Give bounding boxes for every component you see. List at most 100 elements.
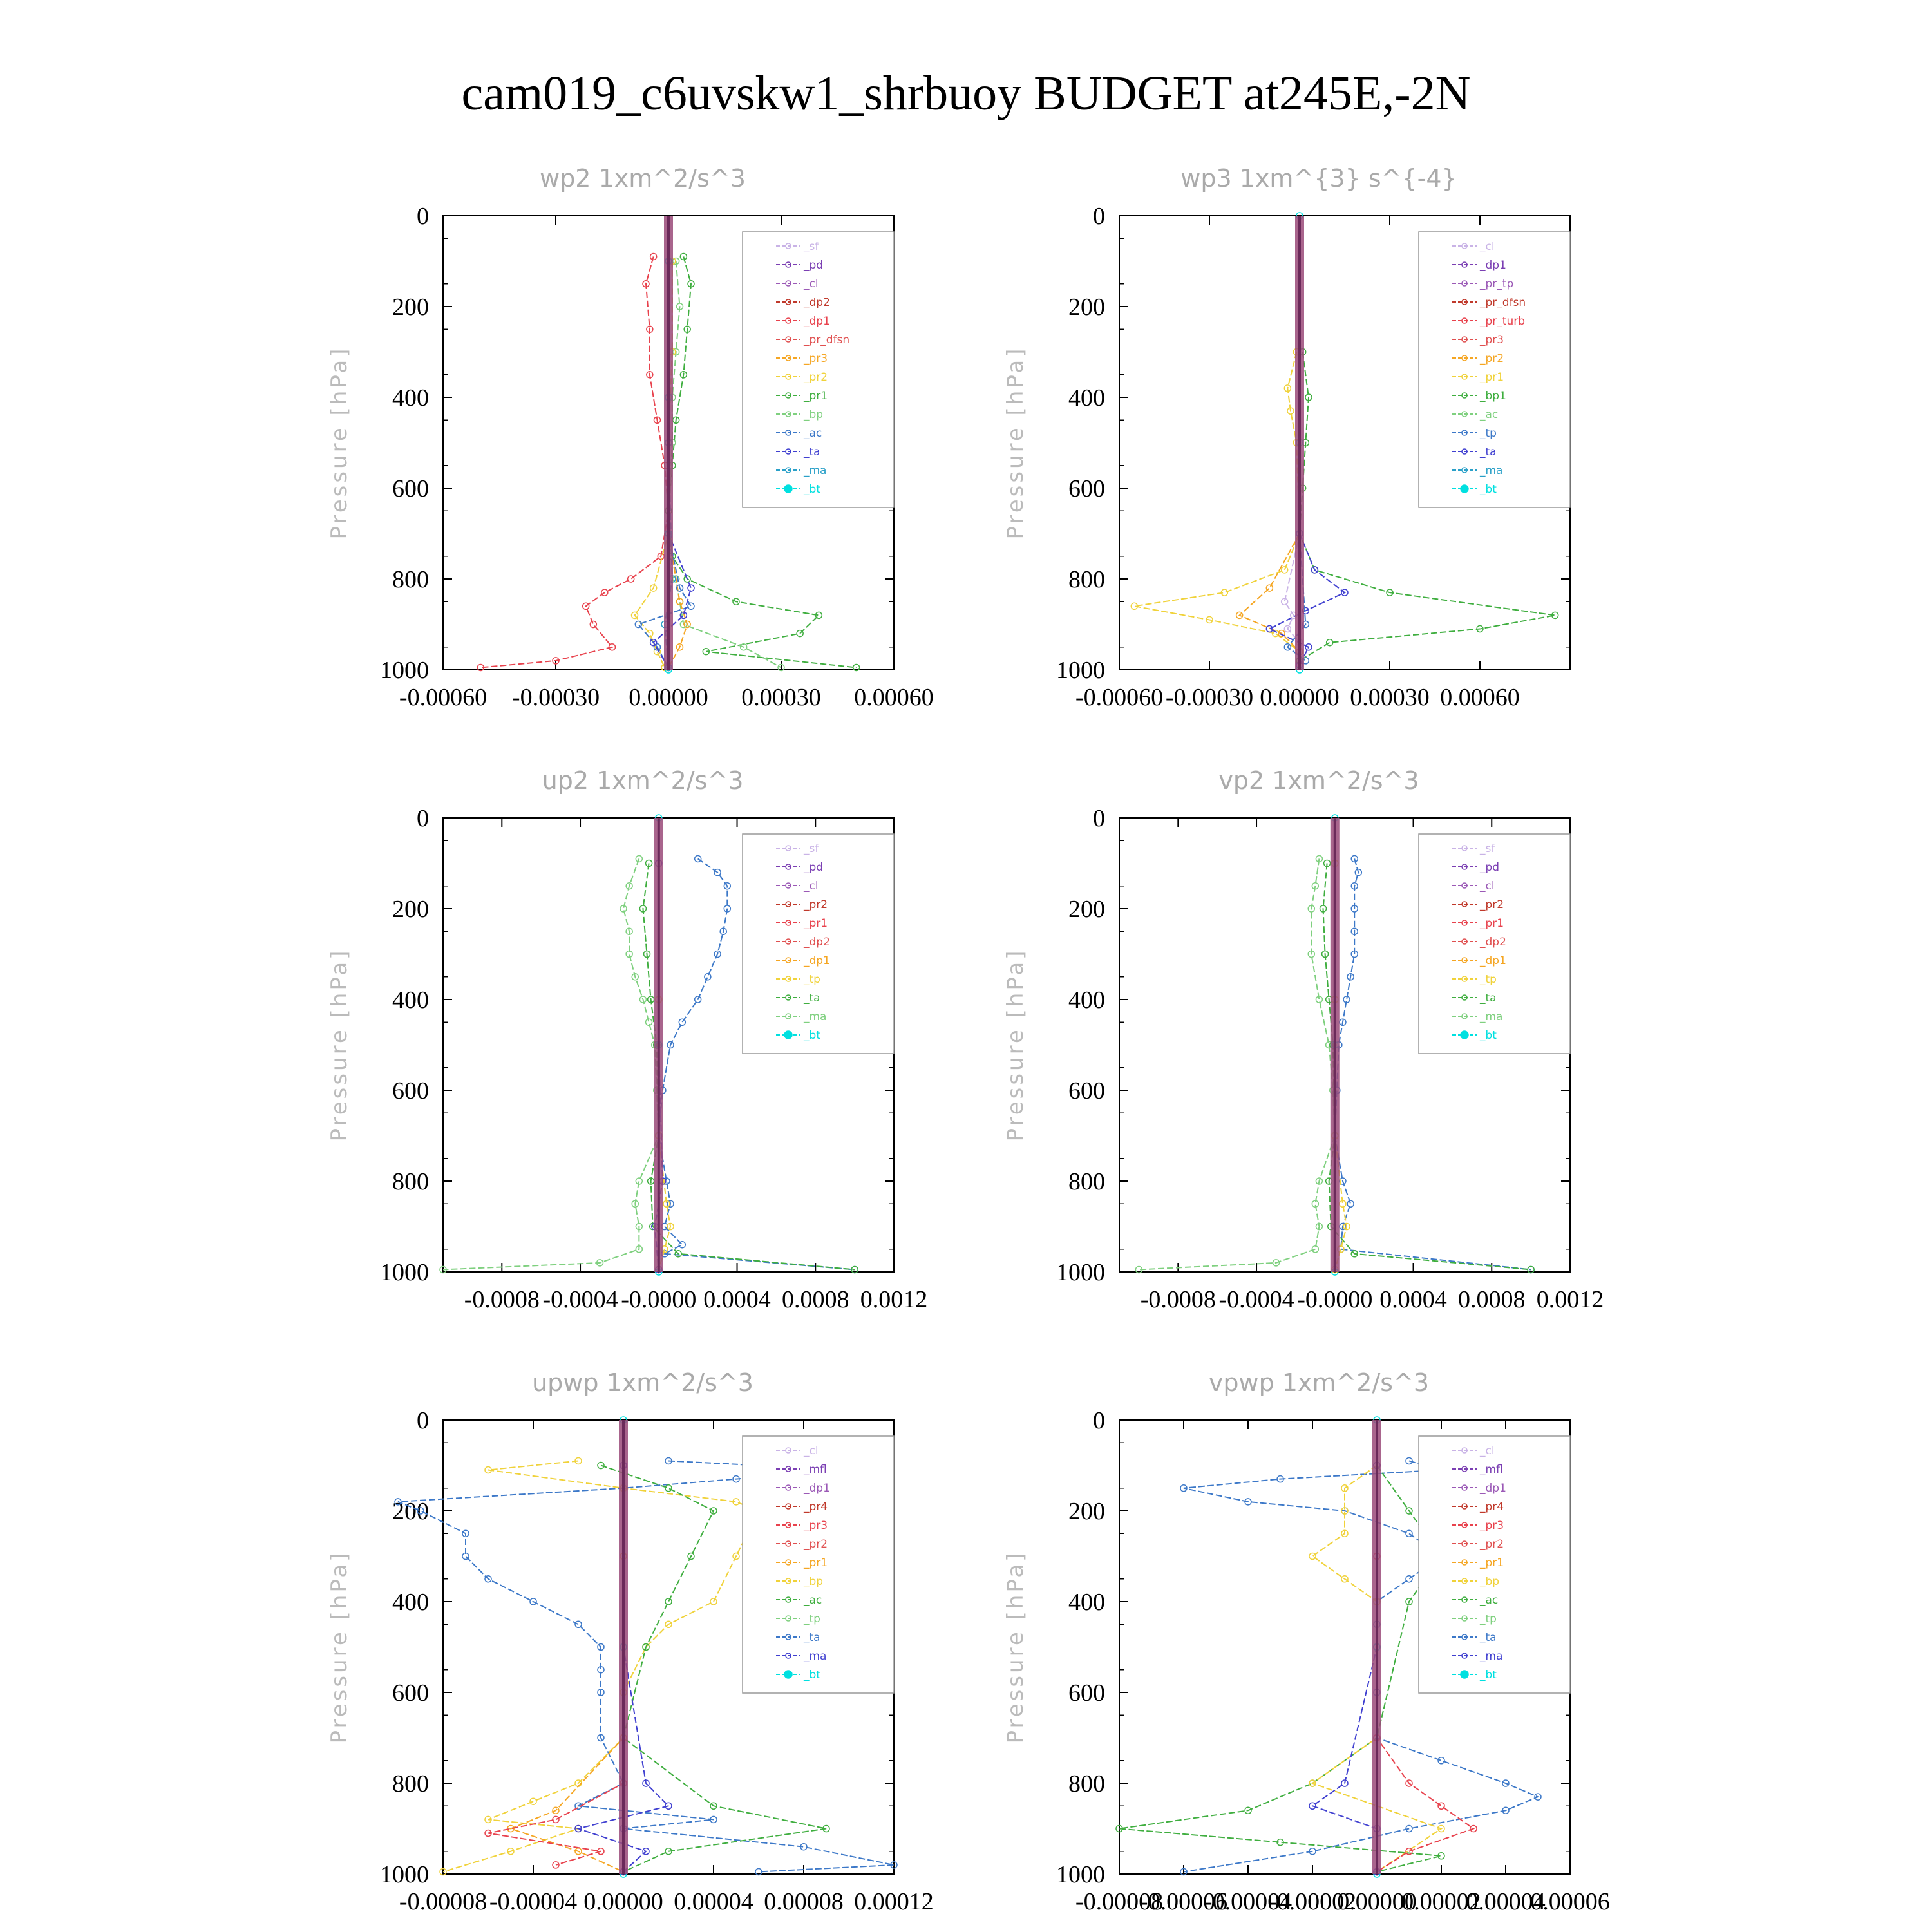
series-point bbox=[1341, 1575, 1349, 1583]
legend: _sf _pd _cl _pr2 _pr1 _dp2 _dp1 _tp _ta _ma _bt bbox=[742, 833, 895, 1054]
y-tick-label: 600 bbox=[1068, 1077, 1105, 1104]
legend-label: _tp bbox=[803, 973, 820, 986]
legend-marker bbox=[1461, 1522, 1468, 1528]
series-point bbox=[1405, 1779, 1413, 1787]
legend-label: _bt bbox=[1479, 1669, 1497, 1681]
legend-box bbox=[742, 833, 895, 1054]
legend-marker bbox=[1461, 901, 1468, 907]
series-point bbox=[601, 589, 609, 596]
series-point bbox=[676, 643, 684, 651]
x-tick-label: 0.00030 bbox=[741, 684, 821, 711]
legend-marker bbox=[785, 1634, 791, 1640]
legend-marker bbox=[785, 1484, 791, 1491]
legend-marker bbox=[1460, 1670, 1469, 1679]
x-tick-label: -0.00030 bbox=[512, 684, 600, 711]
series-point bbox=[663, 1200, 670, 1208]
series-point bbox=[674, 1250, 682, 1258]
legend-marker bbox=[785, 938, 791, 945]
legend-marker bbox=[785, 374, 791, 380]
legend-marker bbox=[785, 1615, 791, 1622]
y-tick-label: 0 bbox=[417, 805, 429, 832]
x-tick-label: 0.00000 bbox=[1337, 1888, 1417, 1915]
series-point bbox=[755, 1868, 762, 1876]
legend-label: _pr1 bbox=[803, 917, 828, 930]
chart-panel-wp2: wp2 1xm^2/s^3 Pressure [hPa] 0 200 400 600 800… bbox=[327, 164, 934, 711]
series-point bbox=[647, 1177, 655, 1185]
series-point bbox=[687, 602, 695, 611]
series-line-dp1 bbox=[442, 858, 659, 1271]
y-axis-label: Pressure [hPa] bbox=[327, 949, 352, 1142]
legend-label: _ta bbox=[803, 992, 820, 1005]
legend-marker bbox=[1461, 994, 1468, 1001]
panel-title: vpwp 1xm^2/s^3 bbox=[1209, 1368, 1429, 1397]
series-point bbox=[1307, 905, 1316, 913]
legend-marker bbox=[785, 864, 791, 870]
series-point bbox=[710, 1598, 717, 1605]
series-point bbox=[1341, 1530, 1349, 1537]
x-tick-label: 0.00000 bbox=[1260, 684, 1340, 711]
series-point bbox=[597, 1643, 605, 1651]
legend-marker bbox=[1461, 920, 1468, 926]
series-line-pr1 bbox=[1311, 1464, 1443, 1873]
series-point bbox=[1350, 950, 1358, 958]
series-point bbox=[1437, 1824, 1445, 1833]
x-tick-label: -0.00004 bbox=[1204, 1888, 1292, 1915]
y-tick-label: 800 bbox=[392, 566, 429, 593]
x-tick-label: -0.00060 bbox=[399, 684, 487, 711]
y-tick-label: 200 bbox=[1068, 1498, 1105, 1525]
y-tick-label: 0 bbox=[417, 203, 429, 230]
series-point bbox=[625, 927, 633, 935]
x-tick-label: 0.00004 bbox=[674, 1888, 753, 1915]
y-tick-label: 600 bbox=[392, 1680, 429, 1707]
series-point bbox=[1206, 616, 1213, 624]
legend-marker bbox=[1460, 1030, 1469, 1039]
y-tick-label: 800 bbox=[1068, 1168, 1105, 1195]
series-point bbox=[665, 1848, 672, 1855]
legend: _sf _pd _cl _dp2 _dp1 _pr_dfsn _pr3 _pr2 _pr1 _bp… bbox=[742, 231, 895, 508]
series-point bbox=[574, 1457, 582, 1465]
x-tick-label: 0.00008 bbox=[764, 1888, 844, 1915]
y-tick-label: 1000 bbox=[380, 1259, 429, 1286]
legend-label: _cl bbox=[1479, 1444, 1495, 1457]
legend-label: _tp bbox=[1479, 973, 1497, 986]
series-point bbox=[484, 1829, 492, 1837]
legend-label: _dp2 bbox=[803, 296, 830, 309]
series-point bbox=[635, 1177, 643, 1185]
legend-label: _ac bbox=[803, 427, 822, 440]
series-point bbox=[642, 1779, 650, 1787]
panel-title: vp2 1xm^2/s^3 bbox=[1218, 766, 1419, 795]
series-point bbox=[732, 598, 740, 605]
series-point bbox=[484, 1815, 492, 1824]
legend-marker bbox=[785, 920, 791, 926]
legend: _cl _mfl _dp1 _pr4 _pr3 _pr2 _pr1 _bp _ac _tp _ta _… bbox=[742, 1435, 895, 1694]
series-point bbox=[1437, 1757, 1445, 1765]
series-point bbox=[667, 1200, 674, 1208]
legend-label: _bt bbox=[803, 1669, 820, 1681]
series-line-dp1 bbox=[480, 256, 670, 668]
legend-box bbox=[1418, 833, 1571, 1054]
legend-marker bbox=[785, 1522, 791, 1528]
legend-label: _dp1 bbox=[1479, 1482, 1506, 1495]
y-tick-label: 800 bbox=[392, 1770, 429, 1797]
legend-marker bbox=[785, 448, 791, 455]
y-tick-label: 400 bbox=[392, 1589, 429, 1616]
x-tick-label: 0.00000 bbox=[583, 1888, 663, 1915]
series-point bbox=[1276, 1838, 1284, 1846]
series-point bbox=[649, 584, 658, 592]
legend-marker bbox=[1461, 317, 1468, 324]
y-tick-label: 200 bbox=[392, 896, 429, 923]
legend-label: _pr_turb bbox=[1479, 315, 1525, 328]
legend-marker bbox=[1461, 336, 1468, 343]
series-point bbox=[630, 611, 639, 620]
series-point bbox=[665, 1457, 672, 1465]
series-point bbox=[620, 905, 627, 913]
legend-label: _bt bbox=[803, 483, 820, 496]
series-point bbox=[1341, 1507, 1349, 1515]
legend-marker bbox=[785, 994, 791, 1001]
legend-label: _ac bbox=[1479, 1594, 1498, 1607]
series-point bbox=[484, 1575, 492, 1583]
legend-marker bbox=[785, 976, 791, 982]
legend-marker bbox=[1460, 484, 1469, 493]
legend-marker bbox=[1461, 864, 1468, 870]
